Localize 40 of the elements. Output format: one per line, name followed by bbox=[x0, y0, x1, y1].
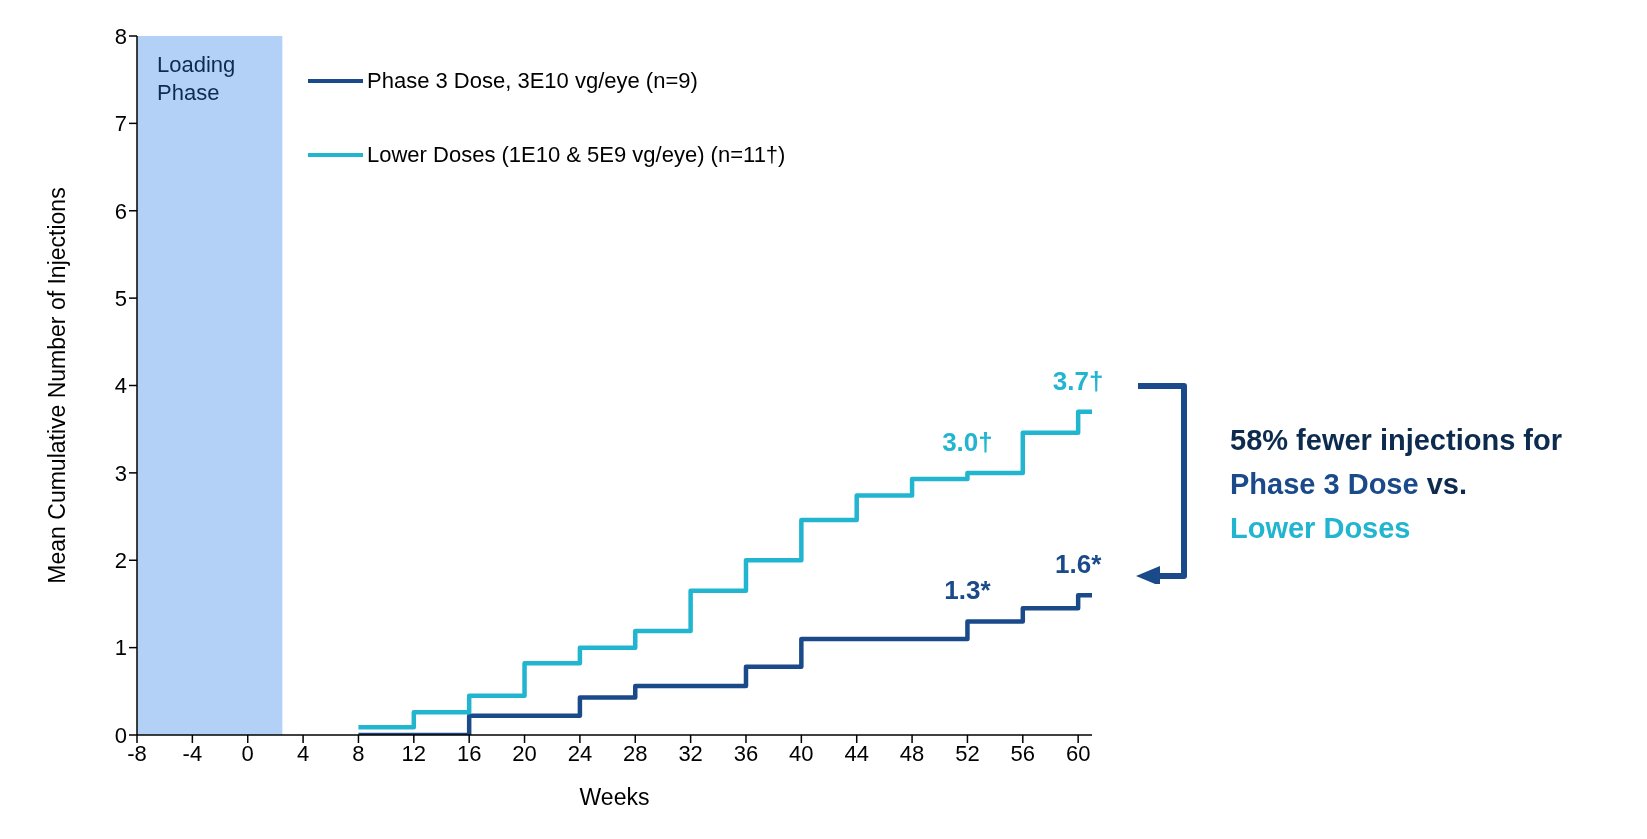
x-tick-label: 48 bbox=[899, 740, 925, 766]
x-tick-label: 16 bbox=[456, 740, 482, 766]
y-tick-label: 6 bbox=[114, 198, 127, 224]
y-tick-label: 4 bbox=[114, 373, 127, 399]
legend-label: Lower Doses (1E10 & 5E9 vg/eye) (n=11†) bbox=[367, 142, 786, 168]
data-label: 3.0† bbox=[942, 426, 993, 457]
legend-label: Phase 3 Dose, 3E10 vg/eye (n=9) bbox=[367, 68, 698, 94]
y-tick-label: 8 bbox=[114, 23, 127, 49]
x-tick-label: 32 bbox=[678, 740, 703, 766]
x-tick-label: 40 bbox=[789, 740, 814, 766]
y-tick-label: 3 bbox=[114, 460, 127, 486]
x-tick-label: 36 bbox=[733, 740, 759, 766]
x-tick-label: 4 bbox=[296, 740, 310, 766]
text: Lower Doses bbox=[1230, 512, 1411, 544]
y-tick-label: 1 bbox=[114, 635, 127, 661]
text: 58% fewer injections for bbox=[1230, 424, 1562, 456]
x-axis-title: Weeks bbox=[579, 784, 650, 810]
data-label: 1.6* bbox=[1055, 549, 1103, 580]
x-tick-label: 24 bbox=[567, 740, 593, 766]
x-tick-label: 28 bbox=[623, 740, 648, 766]
y-tick-label: 7 bbox=[114, 111, 127, 137]
x-tick-label: 12 bbox=[401, 740, 427, 766]
x-tick-label: 44 bbox=[844, 740, 869, 766]
text: Phase 3 Dose bbox=[1230, 468, 1419, 500]
x-tick-label: -4 bbox=[182, 740, 203, 766]
x-tick-label: 0 bbox=[241, 740, 254, 766]
x-tick-label: 20 bbox=[512, 740, 537, 766]
data-label: 3.7† bbox=[1052, 365, 1104, 396]
x-tick-label: -8 bbox=[127, 740, 147, 766]
y-axis-title: Mean Cumulative Number of Injections bbox=[44, 187, 71, 584]
y-tick-label: 0 bbox=[114, 722, 127, 748]
band-label: Loading Phase bbox=[157, 52, 236, 105]
x-tick-label: 60 bbox=[1065, 740, 1091, 766]
data-label: 1.3* bbox=[944, 575, 992, 606]
y-tick-label: 5 bbox=[114, 285, 127, 311]
x-tick-label: 52 bbox=[955, 740, 980, 766]
text: vs. bbox=[1426, 468, 1467, 500]
x-tick-label: 56 bbox=[1010, 740, 1036, 766]
x-tick-label: 8 bbox=[352, 740, 365, 766]
y-tick-label: 2 bbox=[114, 548, 127, 574]
